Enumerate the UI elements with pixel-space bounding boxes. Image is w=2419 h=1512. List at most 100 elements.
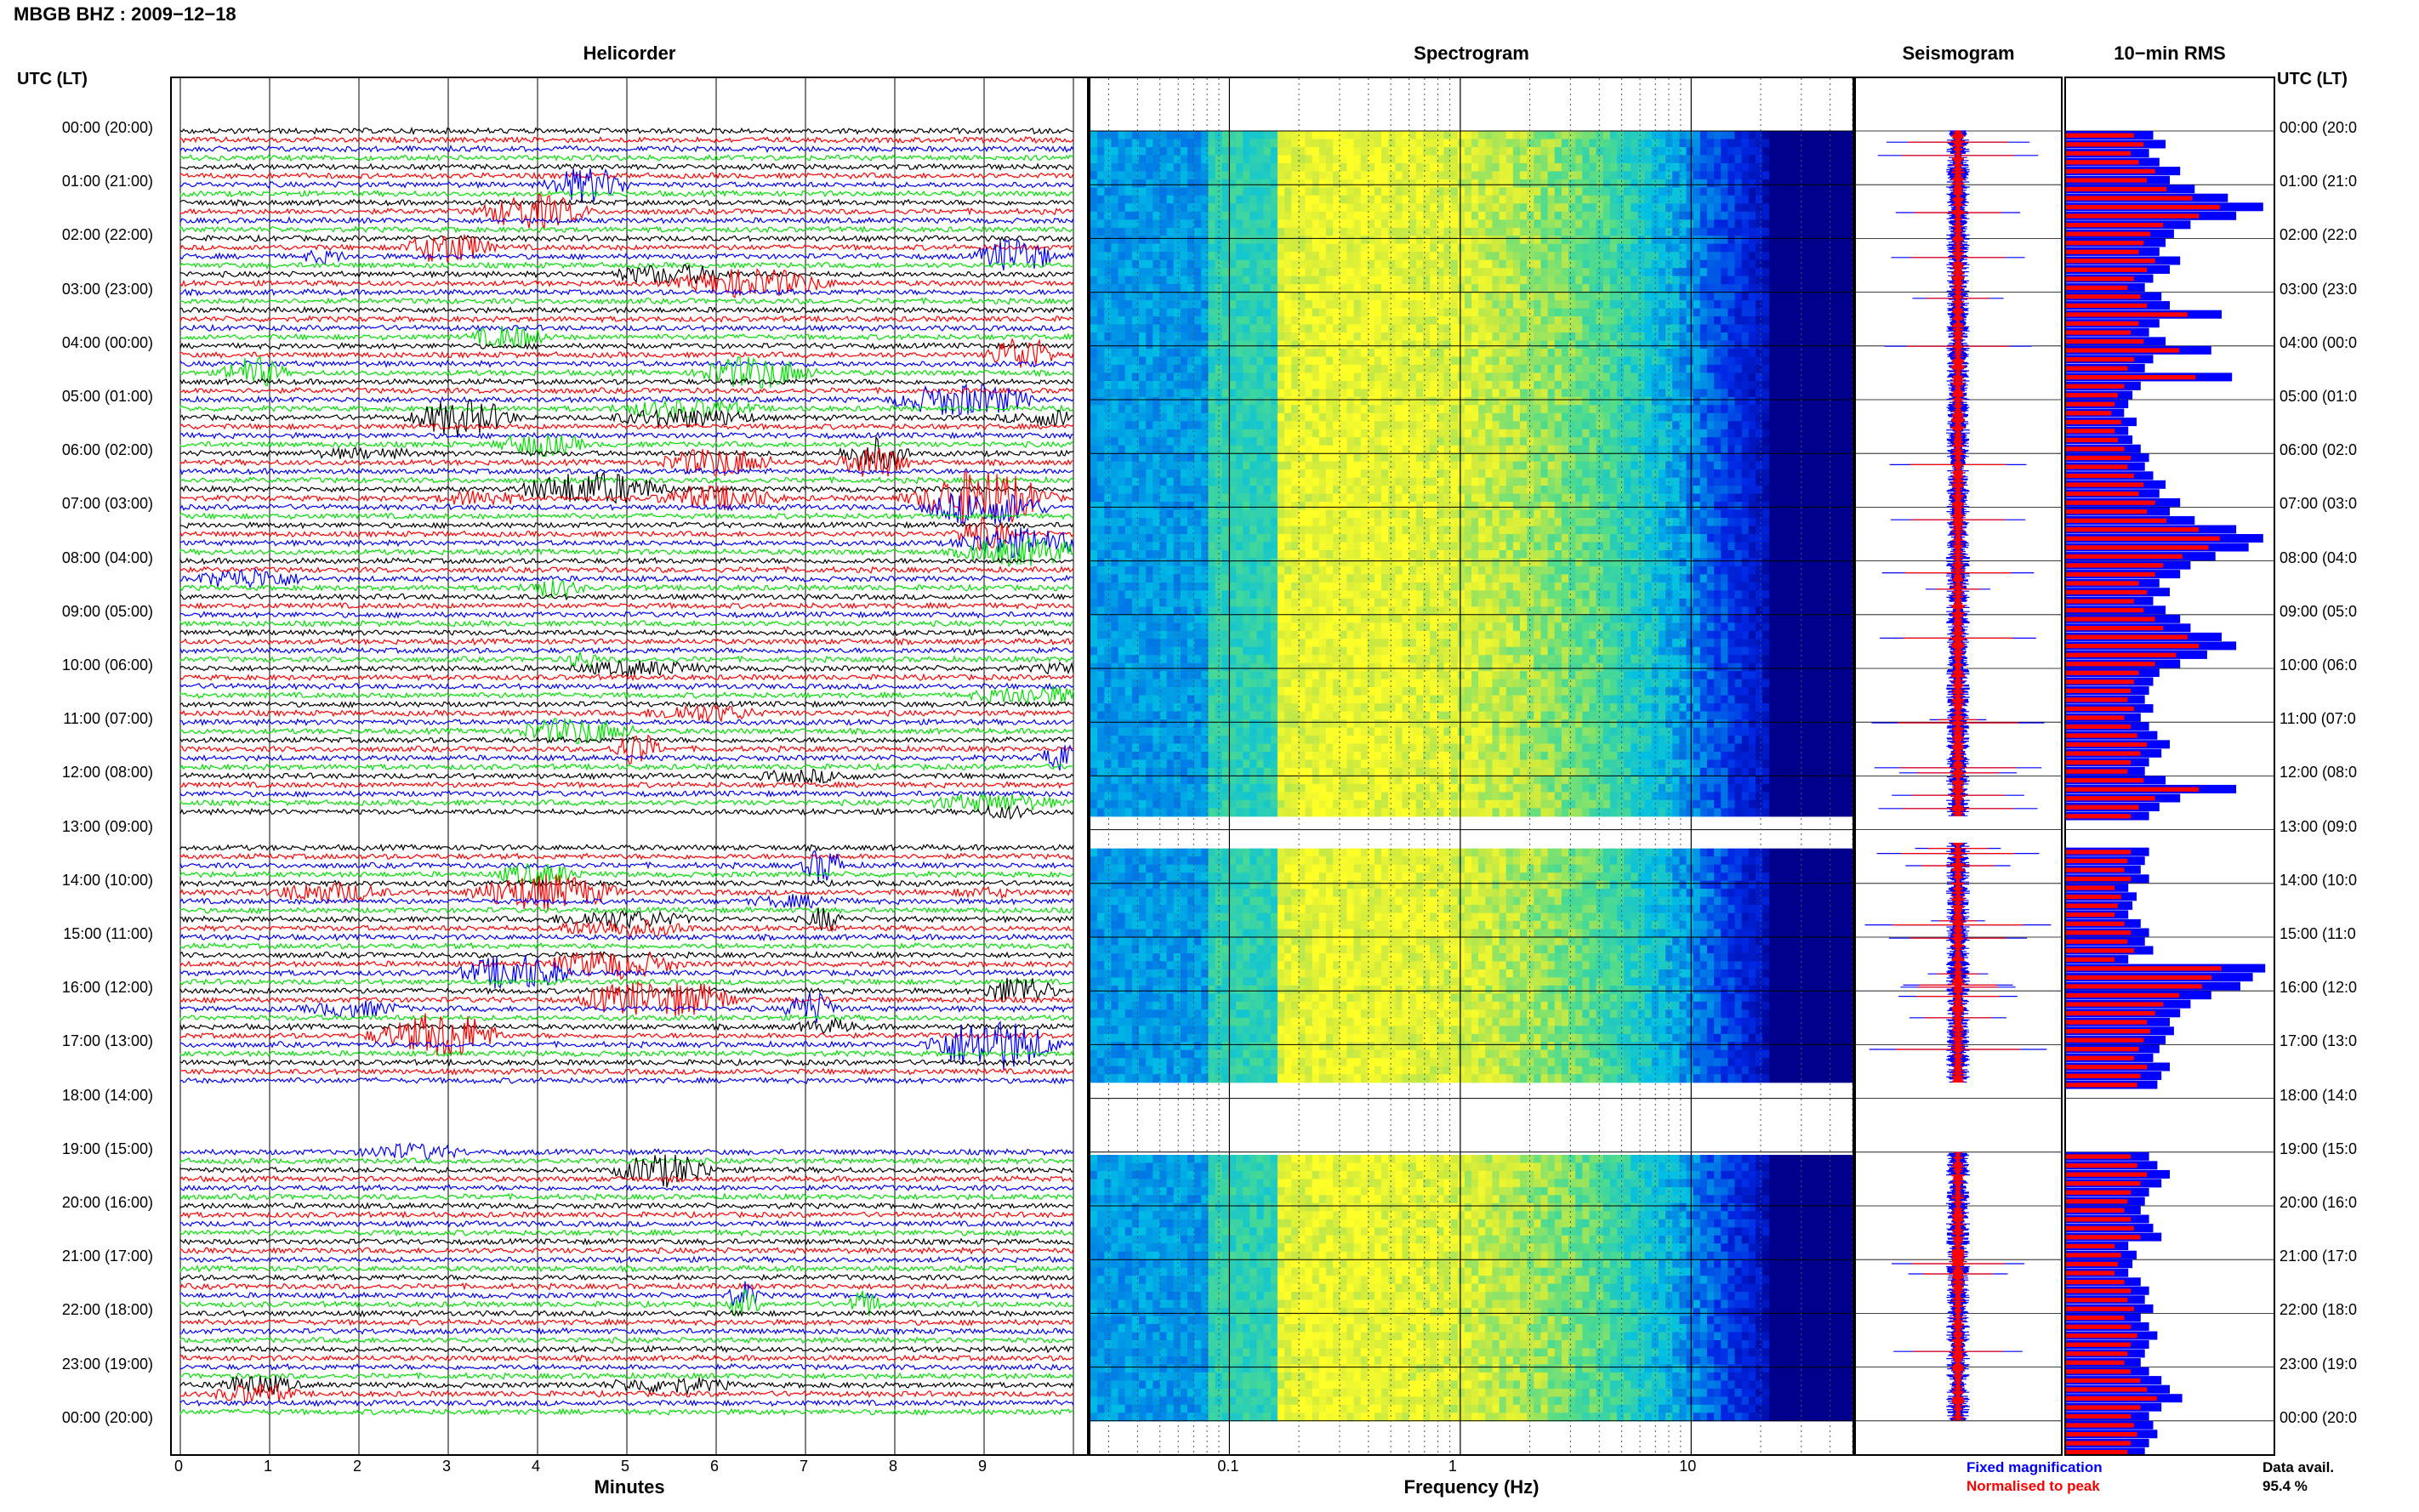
time-label-right: 15:00 (11:0 bbox=[2280, 925, 2356, 942]
time-label: 15:00 (11:00) bbox=[63, 925, 153, 942]
helicorder-tick-label: 4 bbox=[532, 1458, 541, 1475]
rms-bar-normalised bbox=[2066, 885, 2115, 890]
time-label-right: 06:00 (02:0 bbox=[2280, 441, 2358, 459]
helicorder-trace bbox=[179, 398, 1074, 419]
time-label: 02:00 (22:00) bbox=[61, 226, 153, 244]
helicorder-trace bbox=[179, 1371, 1074, 1380]
rms-bar-normalised bbox=[2066, 1298, 2128, 1303]
rms-bar-normalised bbox=[2066, 760, 2132, 765]
helicorder-trace bbox=[179, 1375, 1074, 1397]
helicorder-trace bbox=[179, 734, 1074, 765]
rms-bar-normalised bbox=[2066, 992, 2180, 998]
rms-bar-normalised bbox=[2066, 804, 2139, 810]
rms-bar-normalised bbox=[2066, 160, 2139, 165]
helicorder-x-label: Minutes bbox=[594, 1476, 665, 1498]
helicorder-trace bbox=[179, 843, 1074, 852]
rms-bar-normalised bbox=[2066, 1154, 2132, 1159]
helicorder-trace bbox=[179, 852, 1074, 861]
helicorder-trace bbox=[179, 1174, 1074, 1184]
spectrogram-panel bbox=[1089, 77, 1854, 1456]
right-axis-header: UTC (LT) bbox=[2277, 70, 2348, 88]
helicorder-trace bbox=[179, 511, 1074, 520]
helicorder-trace bbox=[179, 198, 1074, 207]
time-label: 08:00 (04:00) bbox=[61, 549, 153, 566]
rms-bar-normalised bbox=[2066, 384, 2125, 389]
rms-bar-normalised bbox=[2066, 733, 2137, 738]
helicorder-trace bbox=[179, 325, 1074, 350]
time-label-right: 23:00 (19:0 bbox=[2280, 1355, 2358, 1373]
rms-bar-normalised bbox=[2066, 437, 2118, 443]
helicorder-trace bbox=[179, 520, 1074, 530]
helicorder-trace bbox=[179, 1384, 1074, 1404]
rms-bar-normalised bbox=[2066, 867, 2125, 873]
rms-bar-normalised bbox=[2066, 492, 2139, 497]
helicorder-trace bbox=[179, 556, 1074, 566]
rms-bar-normalised bbox=[2066, 545, 2209, 550]
rms-bar-normalised bbox=[2066, 1324, 2132, 1329]
rms-bar-normalised bbox=[2066, 482, 2144, 487]
helicorder-trace bbox=[179, 646, 1074, 655]
rms-bar-normalised bbox=[2066, 858, 2128, 864]
seismogram-panel bbox=[1854, 77, 2063, 1456]
rms-bar-normalised bbox=[2066, 330, 2132, 335]
helicorder-trace bbox=[179, 234, 1074, 243]
time-label: 07:00 (03:00) bbox=[61, 495, 153, 513]
rms-bar-normalised bbox=[2066, 186, 2166, 192]
time-label-right: 16:00 (12:0 bbox=[2280, 979, 2358, 997]
helicorder-trace bbox=[179, 992, 1074, 1024]
rms-bar-normalised bbox=[2066, 1413, 2132, 1419]
rms-bar-normalised bbox=[2066, 366, 2128, 371]
rms-bar-normalised bbox=[2066, 393, 2118, 398]
helicorder-trace bbox=[179, 1336, 1074, 1345]
helicorder-trace bbox=[179, 355, 1074, 389]
helicorder-trace bbox=[179, 434, 1074, 458]
spectrogram-x-label: Frequency (Hz) bbox=[1403, 1476, 1540, 1498]
rms-bar-normalised bbox=[2066, 939, 2128, 944]
helicorder-trace bbox=[179, 1013, 1074, 1022]
helicorder-trace bbox=[179, 470, 1074, 525]
time-label: 13:00 (09:00) bbox=[61, 817, 153, 835]
rms-bar-normalised bbox=[2066, 697, 2128, 702]
helicorder-trace bbox=[179, 467, 1074, 475]
rms-bar-normalised bbox=[2066, 213, 2200, 219]
rms-bar-normalised bbox=[2066, 563, 2164, 568]
rms-bar-normalised bbox=[2066, 1279, 2125, 1285]
rms-bar-normalised bbox=[2066, 706, 2134, 712]
rms-bar-normalised bbox=[2066, 1065, 2148, 1070]
rms-bar-normalised bbox=[2066, 303, 2148, 309]
helicorder-trace bbox=[179, 1327, 1074, 1336]
rms-bar-normalised bbox=[2066, 1270, 2115, 1276]
helicorder-tick-label: 9 bbox=[978, 1458, 988, 1475]
helicorder-trace bbox=[179, 1264, 1074, 1273]
helicorder-trace bbox=[179, 192, 1074, 230]
rms-bar-normalised bbox=[2066, 527, 2200, 532]
helicorder-trace bbox=[179, 297, 1074, 305]
rms-bar-normalised bbox=[2066, 599, 2134, 604]
helicorder-trace bbox=[179, 168, 1074, 203]
helicorder-trace bbox=[179, 135, 1074, 145]
helicorder-trace bbox=[179, 762, 1074, 771]
rms-bar-normalised bbox=[2066, 1369, 2132, 1374]
helicorder-tick-label: 0 bbox=[174, 1458, 184, 1475]
rms-bar-normalised bbox=[2066, 751, 2141, 756]
time-label: 09:00 (05:00) bbox=[61, 602, 153, 620]
time-label-right: 07:00 (03:0 bbox=[2280, 495, 2358, 513]
helicorder-trace bbox=[179, 651, 1074, 668]
rms-bar-normalised bbox=[2066, 1351, 2128, 1356]
helicorder-trace bbox=[179, 1058, 1074, 1067]
helicorder-trace bbox=[179, 1067, 1074, 1076]
rms-bar-normalised bbox=[2066, 259, 2155, 264]
rms-bar-normalised bbox=[2066, 285, 2128, 290]
rms-bar-normalised bbox=[2066, 662, 2155, 667]
helicorder-trace bbox=[179, 378, 1074, 386]
helicorder-trace bbox=[179, 704, 1074, 724]
rms-bar-normalised bbox=[2066, 168, 2155, 174]
rms-bar-normalised bbox=[2066, 338, 2144, 344]
rms-bar-normalised bbox=[2066, 276, 2134, 281]
rms-bar-normalised bbox=[2066, 1020, 2148, 1025]
data-availability-label: Data avail. bbox=[2262, 1459, 2335, 1475]
helicorder-trace bbox=[179, 1184, 1074, 1192]
seismogram-normalised-trace bbox=[1893, 130, 2023, 1421]
helicorder-trace bbox=[179, 315, 1074, 324]
rms-bar-normalised bbox=[2066, 1002, 2164, 1007]
